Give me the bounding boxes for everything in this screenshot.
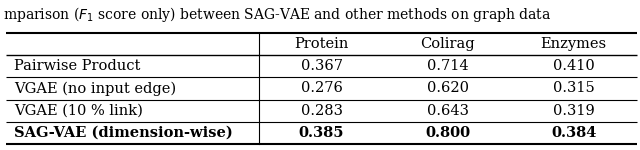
Text: Colirag: Colirag (420, 37, 475, 51)
Text: 0.410: 0.410 (553, 59, 595, 73)
Text: 0.643: 0.643 (427, 104, 468, 118)
Text: 0.283: 0.283 (301, 104, 342, 118)
Text: SAG-VAE (dimension-wise): SAG-VAE (dimension-wise) (14, 126, 233, 140)
Text: Protein: Protein (294, 37, 349, 51)
Text: 0.800: 0.800 (425, 126, 470, 140)
Text: VGAE (10 % link): VGAE (10 % link) (14, 104, 143, 118)
Text: VGAE (no input edge): VGAE (no input edge) (14, 81, 176, 96)
Text: 0.620: 0.620 (427, 81, 468, 96)
Text: 0.315: 0.315 (553, 81, 595, 96)
Text: 0.367: 0.367 (301, 59, 342, 73)
Text: 0.319: 0.319 (553, 104, 595, 118)
Text: Pairwise Product: Pairwise Product (14, 59, 140, 73)
Text: 0.384: 0.384 (551, 126, 596, 140)
Text: Enzymes: Enzymes (541, 37, 607, 51)
Text: 0.385: 0.385 (299, 126, 344, 140)
Text: 0.276: 0.276 (301, 81, 342, 96)
Text: mparison ($F_1$ score only) between SAG-VAE and other methods on graph data: mparison ($F_1$ score only) between SAG-… (3, 4, 552, 24)
Text: 0.714: 0.714 (427, 59, 468, 73)
